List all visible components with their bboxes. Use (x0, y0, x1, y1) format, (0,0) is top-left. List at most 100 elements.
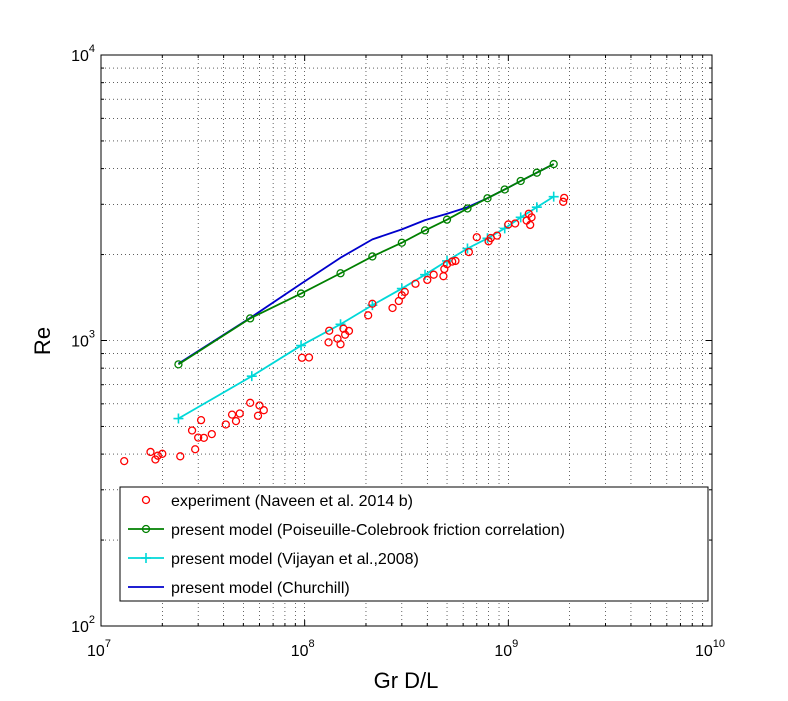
y-tick-label-base: 10 (71, 619, 89, 636)
y-tick-label-exponent: 3 (89, 329, 95, 341)
data-point (255, 401, 264, 410)
y-tick-label: 102 (71, 614, 95, 636)
data-point (531, 202, 542, 213)
series-line (177, 195, 555, 420)
data-point (235, 409, 244, 418)
y-tick-label: 104 (71, 43, 95, 65)
x-tick-label-exponent: 9 (512, 638, 518, 650)
legend-entry: present model (Churchill) (128, 580, 350, 597)
data-point (158, 449, 167, 458)
data-point (442, 215, 452, 224)
y-tick-label-exponent: 2 (89, 614, 95, 626)
data-point (336, 269, 345, 278)
data-point (176, 452, 185, 461)
data-point (516, 176, 525, 186)
x-tick-label-exponent: 10 (713, 638, 725, 650)
x-tick-label: 108 (291, 638, 315, 660)
data-point (411, 279, 420, 288)
data-point (259, 406, 268, 415)
legend-swatch-marker (141, 495, 151, 505)
data-point (515, 212, 526, 223)
data-point (472, 233, 481, 242)
data-point (527, 213, 536, 222)
data-point (532, 168, 541, 177)
data-point (231, 416, 241, 426)
legend-box (119, 486, 709, 602)
data-point (368, 252, 377, 261)
y-axis-label: Re (30, 327, 55, 355)
data-point (526, 220, 535, 230)
data-point (344, 326, 354, 336)
data-point (364, 311, 373, 320)
data-point (429, 270, 438, 279)
data-point (324, 338, 333, 347)
data-point (548, 191, 559, 202)
data-point (246, 314, 255, 323)
data-point (423, 275, 432, 285)
legend-label: present model (Churchill) (171, 580, 350, 597)
data-point (221, 420, 230, 429)
data-point (420, 226, 430, 235)
data-point (325, 326, 334, 335)
data-point (448, 257, 457, 266)
data-point (549, 159, 558, 169)
data-point (246, 398, 255, 407)
y-tick-label-base: 10 (71, 334, 89, 351)
data-point (492, 231, 502, 240)
data-point (451, 256, 460, 266)
data-point (559, 197, 568, 206)
x-tick-label-base: 10 (494, 643, 512, 660)
data-point (191, 445, 200, 454)
data-point (246, 371, 257, 382)
data-point (146, 447, 155, 457)
data-point (500, 185, 509, 194)
series-1 (174, 159, 558, 369)
legend-entry: experiment (Naveen et al. 2014 b) (141, 493, 413, 510)
legend-entry: present model (Poiseuille-Colebrook fric… (128, 522, 565, 539)
legend-label: experiment (Naveen et al. 2014 b) (171, 493, 413, 510)
data-point (368, 299, 377, 308)
x-tick-label-exponent: 8 (309, 638, 315, 650)
data-point (420, 269, 431, 280)
x-axis-label: Gr D/L (374, 668, 439, 693)
series-0 (120, 193, 569, 466)
data-point (173, 413, 184, 424)
series-layer (120, 159, 569, 466)
data-point (296, 340, 307, 351)
data-point (207, 429, 216, 439)
legend-entry: present model (Vijayan et al.,2008) (128, 551, 419, 568)
legend-label: present model (Vijayan et al.,2008) (171, 551, 419, 568)
x-tick-label-base: 10 (695, 643, 713, 660)
data-point (174, 360, 183, 369)
data-point (388, 303, 397, 313)
data-point (120, 456, 129, 466)
legend-swatch-marker (141, 553, 151, 563)
data-point (253, 411, 263, 420)
data-point (483, 194, 492, 203)
legend: experiment (Naveen et al. 2014 b) present… (119, 486, 709, 602)
x-tick-label-base: 10 (291, 643, 309, 660)
data-point (196, 416, 206, 425)
legend-swatch-marker (141, 524, 151, 534)
data-point (510, 219, 520, 228)
x-tick-label-exponent: 7 (105, 638, 111, 650)
series-2 (173, 191, 559, 424)
data-point (464, 247, 474, 257)
x-tick-label-base: 10 (87, 643, 105, 660)
data-point (397, 238, 406, 247)
x-tick-label: 109 (494, 638, 518, 660)
data-point (336, 340, 345, 349)
data-point (199, 433, 209, 443)
legend-label: present model (Poiseuille-Colebrook fric… (171, 522, 565, 539)
data-point (463, 204, 472, 213)
y-tick-label: 103 (71, 329, 95, 351)
data-point (187, 426, 197, 435)
data-point (153, 451, 162, 460)
y-tick-label-exponent: 4 (89, 43, 95, 55)
data-point (304, 353, 314, 362)
x-tick-label: 107 (87, 638, 111, 660)
data-point (560, 193, 569, 202)
data-point (227, 410, 237, 419)
